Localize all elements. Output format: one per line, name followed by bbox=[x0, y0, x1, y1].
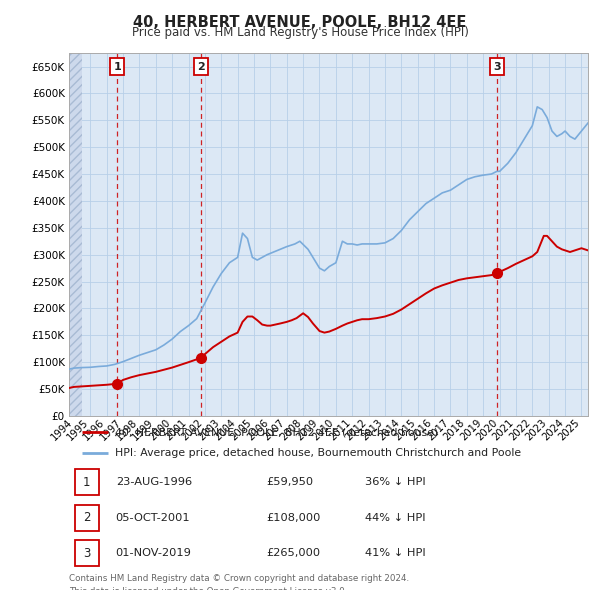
Text: 2: 2 bbox=[197, 61, 205, 71]
Text: 3: 3 bbox=[83, 546, 91, 560]
Text: £108,000: £108,000 bbox=[266, 513, 320, 523]
Text: Contains HM Land Registry data © Crown copyright and database right 2024.
This d: Contains HM Land Registry data © Crown c… bbox=[69, 574, 409, 590]
Text: HPI: Average price, detached house, Bournemouth Christchurch and Poole: HPI: Average price, detached house, Bour… bbox=[115, 448, 521, 457]
Text: Price paid vs. HM Land Registry's House Price Index (HPI): Price paid vs. HM Land Registry's House … bbox=[131, 26, 469, 39]
Text: 36% ↓ HPI: 36% ↓ HPI bbox=[365, 477, 425, 487]
Text: 1: 1 bbox=[83, 476, 91, 489]
Text: 41% ↓ HPI: 41% ↓ HPI bbox=[365, 548, 425, 558]
Text: 01-NOV-2019: 01-NOV-2019 bbox=[116, 548, 191, 558]
FancyBboxPatch shape bbox=[75, 505, 98, 531]
Text: 05-OCT-2001: 05-OCT-2001 bbox=[116, 513, 190, 523]
Text: 40, HERBERT AVENUE, POOLE, BH12 4EE (detached house): 40, HERBERT AVENUE, POOLE, BH12 4EE (det… bbox=[115, 427, 438, 437]
Text: 44% ↓ HPI: 44% ↓ HPI bbox=[365, 513, 425, 523]
Text: 40, HERBERT AVENUE, POOLE, BH12 4EE: 40, HERBERT AVENUE, POOLE, BH12 4EE bbox=[133, 15, 467, 30]
FancyBboxPatch shape bbox=[75, 540, 98, 566]
Text: 2: 2 bbox=[83, 511, 91, 525]
Text: £265,000: £265,000 bbox=[266, 548, 320, 558]
Text: £59,950: £59,950 bbox=[266, 477, 313, 487]
Text: 1: 1 bbox=[113, 61, 121, 71]
Text: 23-AUG-1996: 23-AUG-1996 bbox=[116, 477, 192, 487]
FancyBboxPatch shape bbox=[75, 470, 98, 496]
Text: 3: 3 bbox=[493, 61, 501, 71]
